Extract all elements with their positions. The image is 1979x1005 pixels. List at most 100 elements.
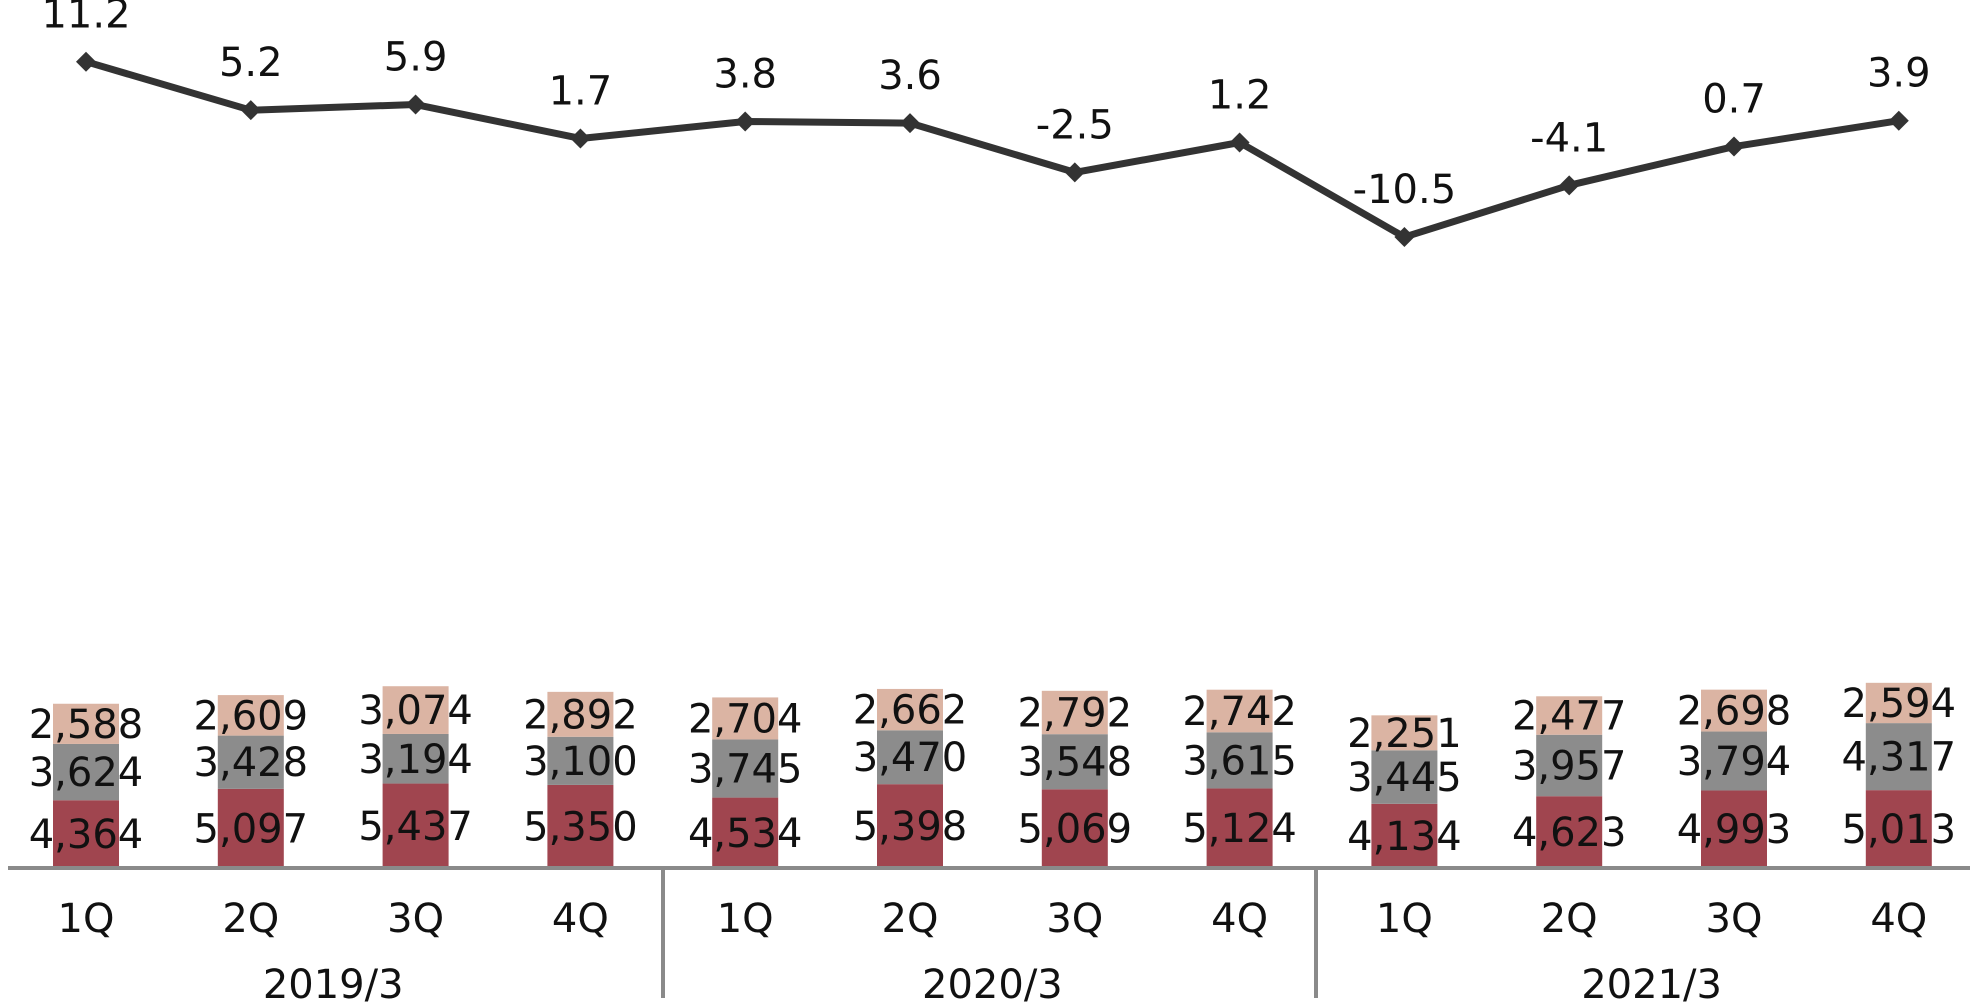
bar-segment — [877, 688, 943, 731]
line-point-marker — [1559, 175, 1580, 196]
x-tick-label: 2Q — [882, 896, 939, 942]
bar-value-label: 3,624 — [29, 750, 144, 796]
line-value-label: 3.9 — [1867, 51, 1931, 97]
bar-segment — [1701, 731, 1767, 791]
bar-value-label: 5,069 — [1018, 807, 1133, 853]
x-tick-label: 4Q — [1870, 896, 1927, 942]
bar-segment — [1041, 789, 1108, 868]
bar-value-label: 3,470 — [853, 735, 968, 781]
bar-segment — [712, 739, 779, 798]
bar-segment — [53, 743, 119, 801]
bar-value-label: 3,428 — [194, 740, 309, 786]
bar-segment — [1865, 682, 1932, 724]
x-tick-label: 4Q — [1211, 896, 1268, 942]
bar-segment — [382, 733, 449, 784]
bar-value-label: 2,609 — [194, 693, 309, 739]
bar-value-label: 5,350 — [523, 804, 638, 850]
bar-segment — [1041, 734, 1108, 790]
bar-value-label: 2,892 — [523, 692, 638, 738]
bar-value-label: 2,594 — [1842, 681, 1957, 727]
x-tick-label: 3Q — [1046, 896, 1103, 942]
line-value-label: 3.6 — [878, 53, 942, 99]
bar-value-label: 2,588 — [29, 702, 144, 748]
bar-segment — [877, 730, 943, 785]
bar-segment — [547, 691, 614, 737]
bar-segment — [1371, 750, 1438, 804]
bar-segment — [382, 686, 449, 734]
line-point-marker — [405, 94, 426, 115]
bar-value-label: 4,134 — [1347, 814, 1462, 860]
x-tick-label: 3Q — [1706, 896, 1763, 942]
line-point-marker — [240, 100, 261, 121]
bar-segment — [217, 735, 284, 789]
line-point-marker — [1229, 132, 1250, 153]
line-point-marker — [1888, 110, 1909, 131]
bar-value-label: 2,704 — [688, 696, 803, 742]
line-point-marker — [900, 113, 920, 134]
line-value-label: -2.5 — [1036, 102, 1114, 148]
line-value-label: 11.2 — [41, 0, 130, 38]
bar-segment — [382, 783, 449, 868]
line-series — [85, 58, 1900, 241]
line-value-label: -10.5 — [1353, 167, 1457, 213]
group-label: 2021/3 — [1581, 962, 1722, 1005]
bar-segment — [1041, 690, 1108, 735]
bar-segment — [712, 797, 779, 868]
line-value-label: 5.2 — [219, 40, 283, 86]
bar-value-label: 5,437 — [358, 804, 473, 850]
x-tick-label: 1Q — [717, 896, 774, 942]
bar-segment — [1536, 734, 1603, 797]
line-point-marker — [76, 51, 96, 72]
group-label: 2020/3 — [922, 962, 1063, 1005]
bar-value-label: 3,445 — [1347, 755, 1462, 801]
bar-value-label: 2,792 — [1018, 690, 1133, 736]
bar-segment — [1371, 715, 1438, 751]
bar-value-label: 2,251 — [1347, 711, 1462, 757]
line-value-label: 3.8 — [713, 51, 777, 97]
bar-value-label: 3,957 — [1512, 743, 1627, 789]
line-point-marker — [1064, 162, 1085, 183]
bar-segment — [1371, 803, 1438, 868]
bar-segment — [1206, 689, 1273, 733]
bar-segment — [1206, 732, 1273, 789]
bar-segment — [53, 800, 119, 868]
bar-value-label: 3,745 — [688, 747, 803, 793]
line-value-label: 1.7 — [549, 68, 613, 114]
x-tick-label: 3Q — [387, 896, 444, 942]
bar-value-label: 4,623 — [1512, 810, 1627, 856]
x-tick-label: 1Q — [1376, 896, 1433, 942]
bar-value-label: 2,698 — [1677, 689, 1792, 735]
bar-segment — [1865, 790, 1932, 868]
bar-value-label: 5,097 — [194, 806, 309, 852]
line-point-marker — [1724, 136, 1744, 157]
bar-segment — [1865, 723, 1932, 791]
bar-segment — [217, 788, 284, 868]
bar-segment — [1536, 696, 1603, 735]
bar-segment — [1536, 796, 1603, 868]
bar-value-label: 4,534 — [688, 811, 803, 857]
bar-segment — [1701, 790, 1767, 868]
line-value-label: -4.1 — [1530, 115, 1608, 161]
bar-value-label: 2,662 — [853, 688, 968, 734]
bar-segment — [217, 695, 284, 736]
bar-value-label: 5,124 — [1182, 806, 1297, 852]
bar-segment — [53, 703, 119, 744]
x-tick-label: 2Q — [222, 896, 279, 942]
bar-segment — [547, 784, 614, 868]
bar-value-label: 3,548 — [1018, 740, 1133, 786]
bar-value-label: 4,317 — [1842, 735, 1957, 781]
bar-value-label: 3,074 — [358, 688, 473, 734]
bar-value-label: 3,194 — [358, 737, 473, 783]
bar-segment — [547, 736, 614, 785]
bar-value-label: 3,794 — [1677, 739, 1792, 785]
line-point-marker — [735, 111, 756, 132]
line-value-label: 1.2 — [1208, 73, 1272, 119]
bar-segment — [1701, 689, 1767, 732]
bar-value-label: 2,477 — [1512, 694, 1627, 740]
bar-segment — [712, 697, 779, 740]
line-value-label: 5.9 — [384, 35, 448, 81]
bar-value-label: 3,615 — [1182, 738, 1297, 784]
bar-value-label: 5,398 — [853, 804, 968, 850]
